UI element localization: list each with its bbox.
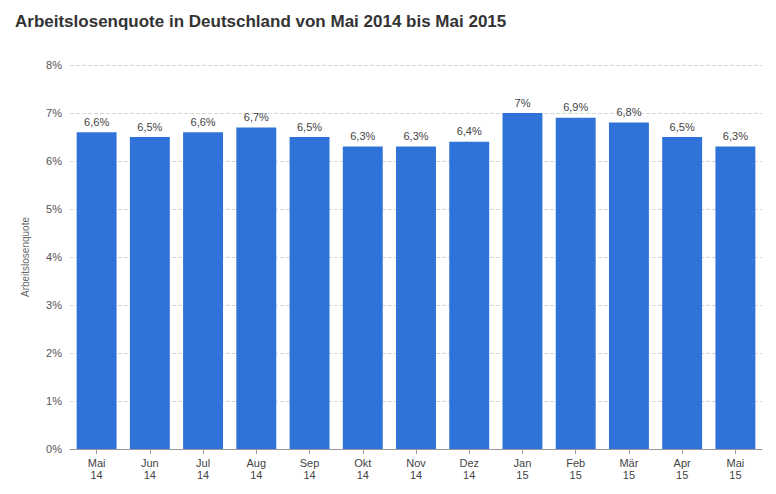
svg-text:15: 15 (570, 469, 582, 481)
svg-text:15: 15 (623, 469, 635, 481)
svg-text:6,5%: 6,5% (297, 121, 322, 133)
svg-text:Sep: Sep (300, 457, 320, 469)
svg-text:Jun: Jun (141, 457, 159, 469)
svg-text:14: 14 (410, 469, 422, 481)
svg-text:Jan: Jan (514, 457, 532, 469)
svg-text:Dez: Dez (459, 457, 479, 469)
svg-text:6,5%: 6,5% (137, 121, 162, 133)
svg-text:Arbeitslosenquote in Deutschla: Arbeitslosenquote in Deutschland von Mai… (15, 12, 506, 31)
svg-text:6,8%: 6,8% (616, 106, 641, 118)
svg-text:14: 14 (144, 469, 156, 481)
svg-text:7%: 7% (515, 97, 531, 109)
svg-text:14: 14 (303, 469, 315, 481)
svg-text:6,4%: 6,4% (457, 125, 482, 137)
svg-text:Mai: Mai (88, 457, 106, 469)
svg-text:6,3%: 6,3% (723, 130, 748, 142)
svg-text:14: 14 (463, 469, 475, 481)
svg-text:15: 15 (729, 469, 741, 481)
svg-text:3%: 3% (46, 299, 62, 311)
svg-text:0%: 0% (46, 443, 62, 455)
svg-text:14: 14 (90, 469, 102, 481)
svg-text:5%: 5% (46, 203, 62, 215)
svg-text:Mai: Mai (727, 457, 745, 469)
svg-text:6,6%: 6,6% (191, 116, 216, 128)
svg-text:6,7%: 6,7% (244, 111, 269, 123)
svg-text:15: 15 (516, 469, 528, 481)
svg-text:Jul: Jul (196, 457, 210, 469)
svg-text:Feb: Feb (566, 457, 585, 469)
svg-text:Aug: Aug (247, 457, 267, 469)
svg-text:Arbeitslosenquote: Arbeitslosenquote (20, 217, 31, 297)
svg-text:14: 14 (357, 469, 369, 481)
svg-text:Okt: Okt (354, 457, 371, 469)
svg-text:14: 14 (197, 469, 209, 481)
svg-text:15: 15 (676, 469, 688, 481)
svg-text:Mär: Mär (619, 457, 638, 469)
svg-text:6,9%: 6,9% (563, 101, 588, 113)
svg-text:1%: 1% (46, 395, 62, 407)
svg-text:6,5%: 6,5% (670, 121, 695, 133)
svg-text:4%: 4% (46, 251, 62, 263)
svg-text:6%: 6% (46, 155, 62, 167)
svg-text:2%: 2% (46, 347, 62, 359)
svg-text:7%: 7% (46, 107, 62, 119)
svg-text:14: 14 (250, 469, 262, 481)
svg-text:6,3%: 6,3% (350, 130, 375, 142)
svg-text:6,3%: 6,3% (403, 130, 428, 142)
svg-text:8%: 8% (46, 59, 62, 71)
svg-text:Nov: Nov (406, 457, 426, 469)
svg-text:6,6%: 6,6% (84, 116, 109, 128)
svg-text:Apr: Apr (674, 457, 691, 469)
